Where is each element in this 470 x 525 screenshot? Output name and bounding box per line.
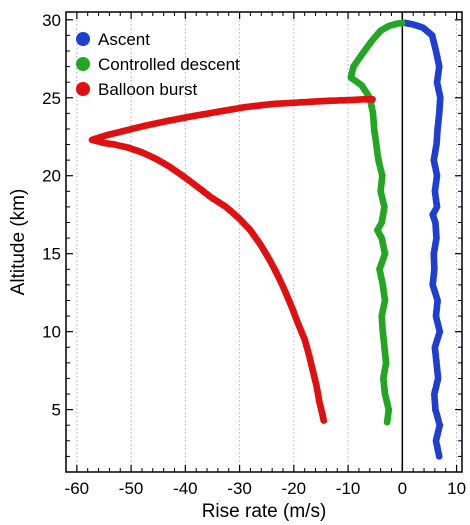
legend-marker (76, 57, 90, 71)
x-axis-ticks: -60 -50 -40 -30 -20 -10 0 10 (65, 12, 466, 498)
y-tick-label: 25 (42, 89, 61, 108)
x-tick-label: -40 (173, 479, 198, 498)
series-ascent (401, 19, 444, 460)
y-tick-label: 10 (42, 323, 61, 342)
legend-marker (76, 32, 90, 46)
data-point (398, 19, 406, 27)
x-tick-label: 10 (447, 479, 466, 498)
data-points (88, 19, 444, 460)
x-tick-label: -20 (282, 479, 307, 498)
x-tick-label: -60 (65, 479, 90, 498)
x-tick-label: -30 (227, 479, 252, 498)
series-balloon-burst (88, 95, 376, 424)
legend-marker (76, 82, 90, 96)
x-tick-label: -50 (119, 479, 144, 498)
y-tick-label: 30 (42, 11, 61, 30)
legend-entry: Controlled descent (98, 55, 240, 74)
x-tick-label: -10 (336, 479, 361, 498)
x-axis-label: Rise rate (m/s) (202, 501, 327, 522)
legend-entry: Balloon burst (98, 80, 198, 99)
y-tick-label: 15 (42, 245, 61, 264)
data-point (369, 95, 376, 103)
y-axis-label: Altitude (km) (8, 189, 29, 296)
plot-frame (65, 11, 463, 473)
legend-entry: Ascent (98, 30, 150, 49)
y-axis-ticks: 5 10 15 20 25 30 (42, 11, 462, 473)
y-tick-label: 5 (52, 401, 61, 420)
legend: Ascent Controlled descent Balloon burst (76, 30, 240, 99)
x-tick-label: 0 (398, 479, 407, 498)
y-tick-label: 20 (42, 167, 61, 186)
series-controlled-descent (347, 19, 406, 426)
